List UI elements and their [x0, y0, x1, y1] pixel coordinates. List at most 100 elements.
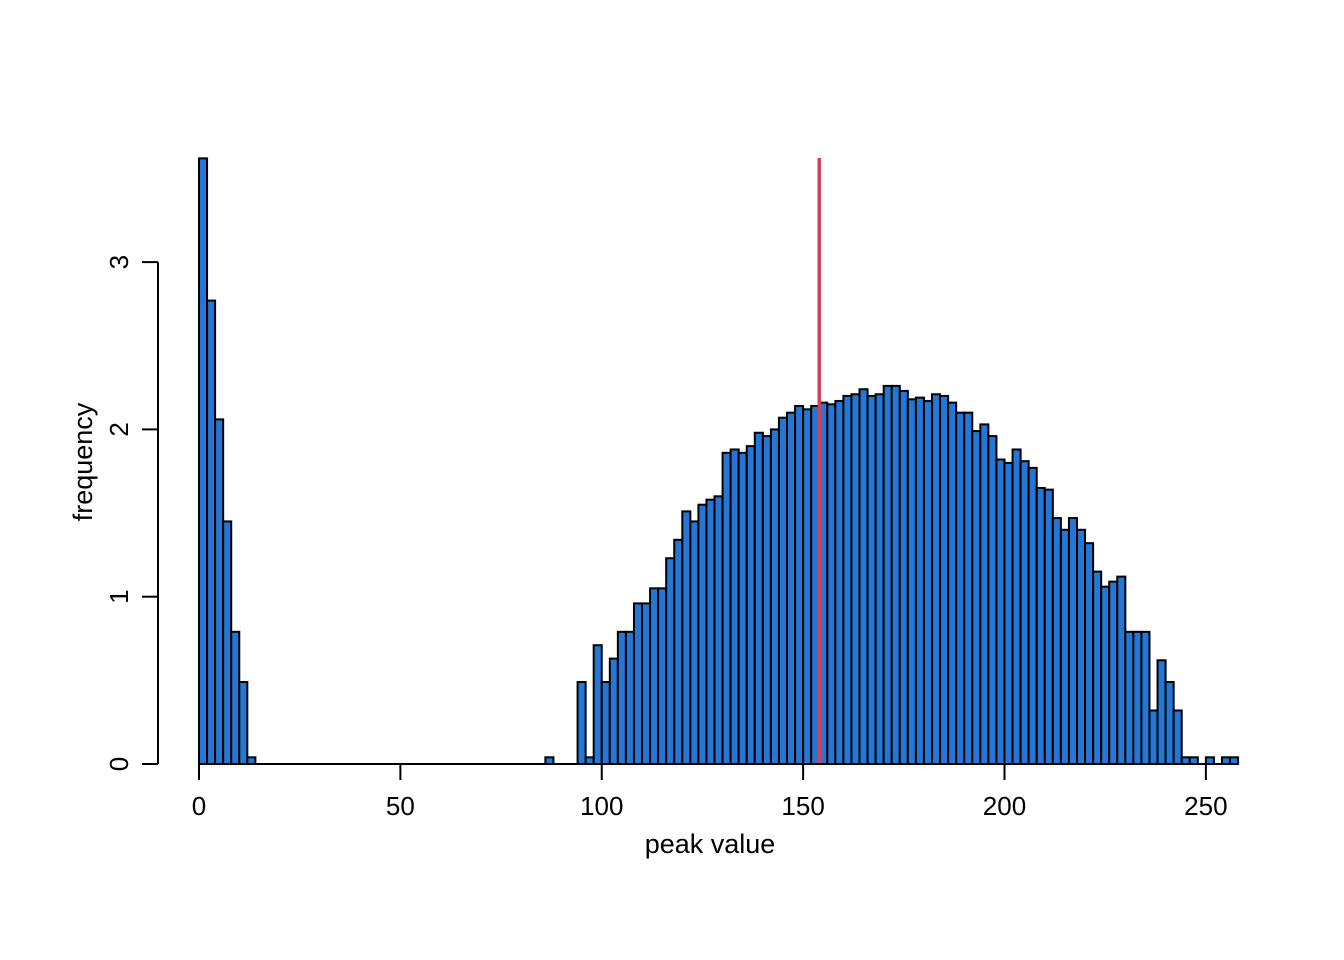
histogram-bar	[963, 411, 974, 765]
histogram-bar	[665, 557, 676, 766]
x-axis-label: peak value	[645, 829, 776, 859]
histogram-bar	[697, 503, 708, 765]
histogram-bar	[890, 384, 901, 765]
histogram-bar	[206, 299, 217, 765]
histogram-bar	[713, 495, 724, 765]
histogram-bar	[544, 756, 555, 765]
y-axis-label: frequency	[68, 402, 98, 521]
histogram-bar	[874, 393, 885, 765]
histogram-bar	[689, 520, 700, 765]
histogram-bar	[802, 408, 813, 765]
histogram-bar	[987, 435, 998, 765]
histogram-bar	[230, 630, 241, 766]
histogram-bar	[834, 399, 845, 765]
histogram-bar	[649, 587, 660, 766]
histogram-bar	[1027, 466, 1038, 765]
histogram-bar	[238, 681, 249, 766]
histogram-bar	[786, 411, 797, 765]
histogram-bar	[624, 630, 635, 766]
histogram-bar	[898, 389, 909, 765]
histogram-bar	[616, 630, 627, 766]
histogram-bar	[995, 458, 1006, 765]
histogram-bar	[1116, 575, 1127, 766]
histogram-bars	[198, 157, 1240, 766]
x-tick-label: 0	[192, 791, 206, 821]
y-tick-label: 0	[104, 757, 134, 771]
y-tick-label: 2	[104, 422, 134, 436]
histogram-bar	[971, 430, 982, 765]
histogram-bar	[729, 448, 740, 765]
histogram-bar	[1229, 756, 1240, 765]
histogram-bar	[576, 681, 587, 766]
histogram-bar	[866, 394, 877, 765]
histogram-bar	[1132, 630, 1143, 766]
histogram-bar	[681, 510, 692, 766]
histogram-bar	[657, 587, 668, 766]
histogram-bar	[632, 602, 644, 766]
histogram-bar	[1100, 585, 1111, 765]
histogram-bar	[1108, 580, 1119, 765]
histogram-bar	[1067, 517, 1078, 765]
x-tick-label: 250	[1184, 791, 1227, 821]
histogram-bar	[214, 418, 225, 765]
histogram-bar	[608, 657, 619, 766]
histogram-bar	[1124, 630, 1135, 766]
histogram-bar	[641, 602, 652, 766]
histogram-bar	[1148, 709, 1159, 765]
histogram-bar	[794, 404, 805, 765]
histogram-bar	[922, 399, 934, 765]
histogram-bar	[1156, 659, 1167, 765]
histogram-bar	[882, 384, 893, 765]
histogram-bar	[1035, 486, 1046, 765]
x-axis: 0 50 100 150 200 250	[192, 763, 1228, 821]
histogram-bar	[1011, 448, 1022, 765]
histogram-bar	[1059, 528, 1070, 766]
histogram-bar	[858, 388, 869, 765]
histogram-bar	[1164, 681, 1175, 766]
x-tick-label: 150	[781, 791, 824, 821]
histogram-bar	[1140, 630, 1151, 766]
x-tick-label: 100	[580, 791, 623, 821]
x-tick-label: 200	[983, 791, 1026, 821]
histogram-bar	[1075, 528, 1087, 766]
histogram-bar	[1051, 517, 1062, 765]
histogram-bar	[592, 644, 603, 765]
histogram-bar	[947, 401, 958, 765]
histogram-bar	[1043, 488, 1054, 765]
histogram-bar	[1204, 756, 1215, 765]
histogram-bar	[753, 431, 764, 765]
histogram-bar	[979, 423, 990, 765]
y-tick-label: 3	[104, 255, 134, 269]
histogram-bar	[842, 394, 853, 765]
histogram-bar	[939, 394, 950, 765]
histogram-bar	[1019, 460, 1030, 765]
y-tick-label: 1	[104, 589, 134, 603]
histogram-bar	[1220, 756, 1232, 765]
histogram-bar	[777, 416, 789, 765]
histogram-bar	[584, 756, 595, 765]
histogram-bar	[826, 403, 837, 765]
histogram-bar	[761, 435, 772, 765]
histogram-bar	[955, 411, 966, 765]
y-axis: 0 1 2 3	[104, 255, 159, 771]
histogram-bar	[906, 398, 917, 765]
histogram-bar	[600, 681, 611, 766]
histogram-bar	[705, 498, 716, 765]
histogram-bar	[1003, 461, 1014, 765]
histogram-bar	[673, 538, 684, 765]
histogram-bar	[737, 451, 748, 765]
histogram-bar	[745, 445, 756, 765]
histogram-bar	[931, 393, 942, 765]
histogram-bar	[198, 157, 209, 765]
histogram-bar	[1180, 756, 1191, 765]
histogram-bar	[721, 451, 732, 765]
x-tick-label: 50	[386, 791, 415, 821]
histogram-bar	[850, 393, 861, 765]
histogram-bar	[1172, 709, 1183, 765]
histogram-bar	[769, 428, 780, 765]
histogram-bar	[246, 756, 257, 765]
histogram-bar	[1188, 756, 1199, 765]
histogram-bar	[1092, 570, 1103, 765]
histogram-bar	[222, 520, 233, 765]
